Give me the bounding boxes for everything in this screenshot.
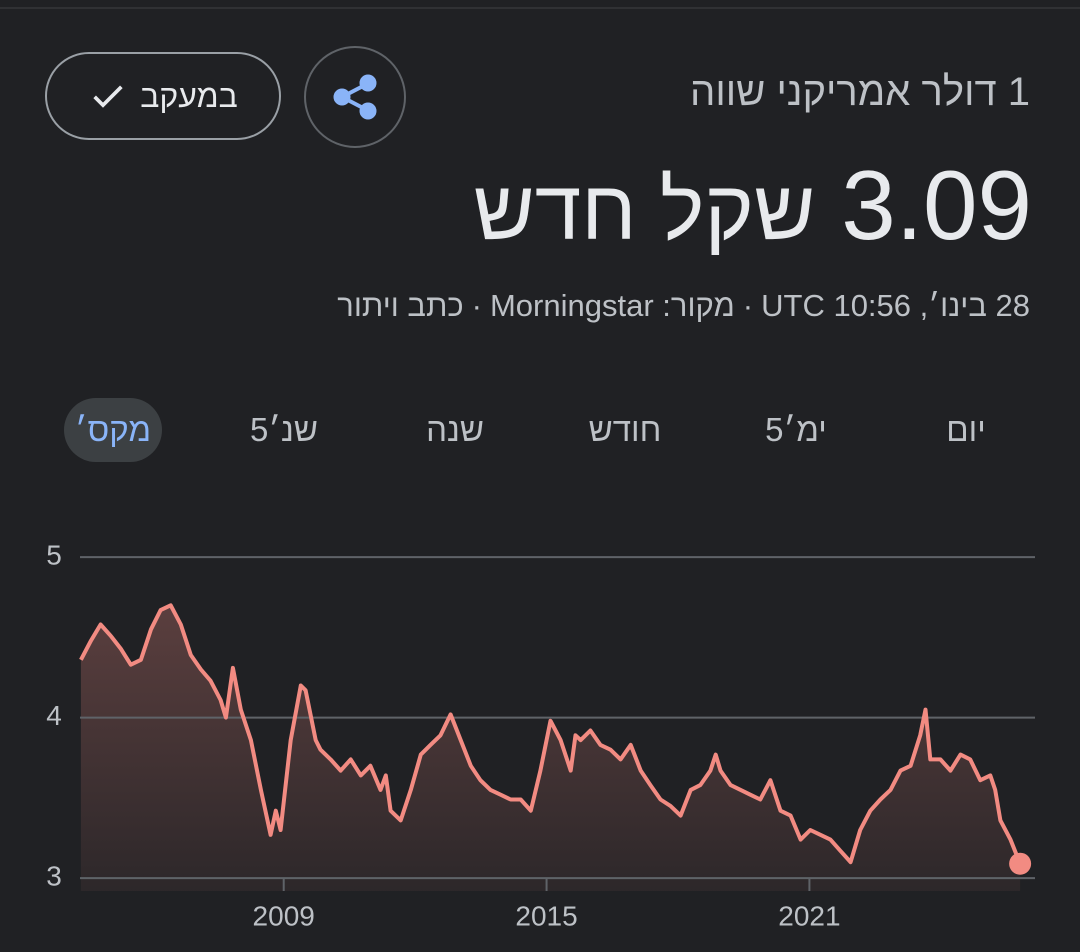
follow-label: במעקב: [140, 77, 238, 114]
price-line: [79, 603, 1022, 865]
source: מקור: Morningstar: [489, 288, 735, 323]
range-tab[interactable]: מקס׳: [64, 398, 162, 462]
range-tab[interactable]: חודש: [588, 411, 662, 448]
x-tick-label: 2015: [515, 900, 577, 931]
timestamp: 28 בינו׳, UTC 10:56: [761, 288, 1030, 323]
separator: ·: [471, 288, 482, 323]
y-tick-label: 4: [46, 700, 62, 731]
disclaimer-link[interactable]: כתב ויתור: [337, 288, 464, 323]
meta: 28 בינו׳, UTC 10:56·מקור: Morningstar·כת…: [333, 288, 1034, 324]
area: [80, 605, 1021, 891]
last-point: [1009, 852, 1032, 875]
chart: 3 4 5 2009 2015 2021: [46, 539, 1035, 931]
title: 1 דולר אמריקני שווה: [690, 70, 1030, 114]
y-tick-label: 5: [46, 539, 62, 570]
range-tab[interactable]: יום: [946, 411, 986, 448]
share-icon: [333, 74, 377, 120]
range-tab[interactable]: שנה: [426, 411, 484, 448]
separator: ·: [742, 288, 754, 323]
price-row: 3.09 שקל חדש: [473, 150, 1032, 290]
share-button[interactable]: [304, 46, 406, 148]
follow-button[interactable]: במעקב: [45, 52, 281, 140]
range-tab[interactable]: 5שנ׳: [250, 411, 318, 448]
x-tick-label: 2021: [778, 900, 840, 931]
currency: שקל חדש: [473, 163, 816, 257]
price: 3.09: [841, 150, 1032, 260]
check-icon: [93, 85, 123, 108]
x-tick-label: 2009: [253, 900, 315, 931]
y-tick-label: 3: [46, 861, 62, 892]
divider: [0, 7, 1080, 9]
range-tab[interactable]: 5ימ׳: [765, 411, 827, 448]
